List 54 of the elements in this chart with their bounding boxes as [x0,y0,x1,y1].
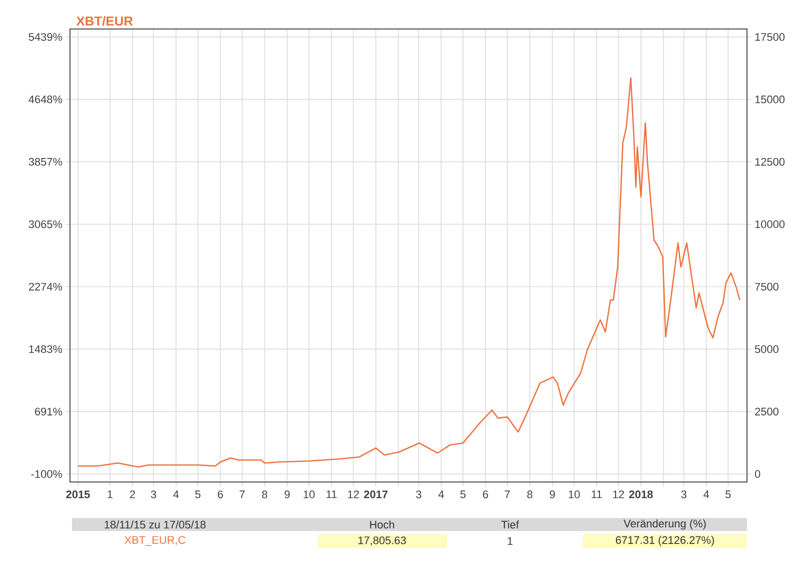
x-tick-label: 1 [108,490,112,498]
text: Veränderung (%) [624,519,706,530]
x-tick-label: 12 [613,490,624,498]
text: 17,805.63 [358,536,406,546]
text: 18/11/15 zu 17/05/18 [104,520,206,529]
y2-tick-label: 10000 [755,220,785,228]
y-tick-label: 2274% [28,282,62,291]
x-tick-label: 8 [527,490,532,498]
x-tick-label: 7 [504,490,510,498]
x-tick-label: 5 [460,490,466,498]
y-tick-label: 1483% [29,345,62,353]
y2-tick-label: 2500 [755,408,778,416]
x-tick-label: 10 [304,490,315,498]
x-tick-label: 6 [483,490,488,498]
x-tick-label: 3 [150,490,156,498]
x-tick-label: 4 [173,490,179,498]
x-tick-label: 2 [130,490,135,498]
x-tick-label: 2015 [66,490,90,498]
x-tick-label: 7 [240,490,245,498]
y2-tick-label: 5000 [754,345,778,354]
x-tick-label: 8 [262,490,268,498]
y-tick-label: 3065% [28,220,62,228]
x-tick-label: 10 [568,490,580,498]
text: 1 [508,537,513,545]
y-tick-label: 691% [35,408,62,416]
chart-title: XBT/EUR [76,16,133,26]
text: 6717.31 (2126.27%) [616,536,714,546]
text: XBT_EUR,C [124,536,186,546]
x-tick-label: 2017 [364,490,388,498]
y2-tick-label: 12500 [755,158,785,166]
x-tick-label: 5 [195,490,200,498]
x-tick-label: 6 [218,490,223,498]
text: Tief [501,520,519,529]
x-tick-label: 3 [681,490,686,498]
y2-tick-label: 0 [754,470,760,478]
y-tick-label: 4648% [28,95,62,104]
y2-tick-label: 17500 [755,33,785,41]
x-tick-label: 9 [284,490,290,498]
y2-tick-label: 7500 [755,282,778,291]
x-tick-label: 2018 [629,490,653,498]
y-tick-label: -100% [31,470,62,478]
line-series [77,77,740,468]
y-tick-label: 5439% [28,33,62,41]
x-tick-label: 4 [438,490,444,498]
x-tick-label: 11 [592,490,602,498]
x-tick-label: 12 [348,490,359,498]
y2-tick-label: 15000 [755,96,785,104]
y-tick-label: 3857% [28,158,62,166]
text: Hoch [370,520,394,529]
x-tick-label: 4 [704,490,710,498]
x-tick-label: 3 [416,490,422,498]
x-tick-label: 11 [326,490,337,498]
x-tick-label: 5 [726,490,731,498]
x-tick-label: 9 [550,490,555,498]
